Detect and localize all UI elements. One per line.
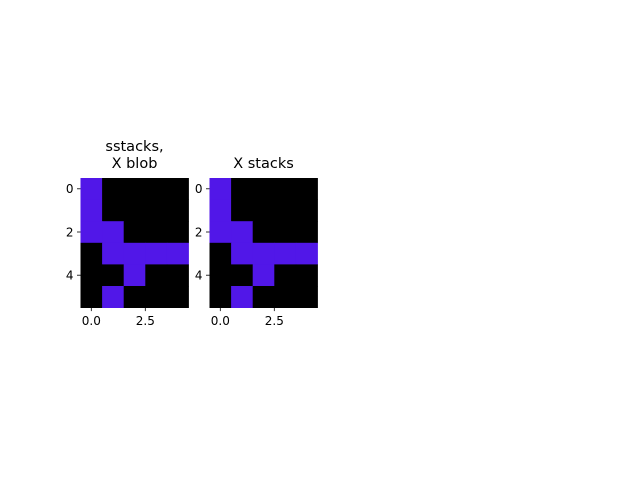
heatmap-cell-r2-c4 — [166, 221, 189, 244]
heatmap-cell-r5-c3 — [274, 286, 297, 308]
heatmap-cell-r3-c1 — [102, 242, 125, 265]
heatmap-cell-r1-c0 — [209, 199, 232, 222]
heatmap-cell-r3-c2 — [123, 242, 146, 265]
heatmap-cell-r0-c4 — [295, 178, 318, 200]
heatmap-cell-r1-c1 — [102, 199, 125, 222]
heatmap-cell-r3-c4 — [166, 242, 189, 265]
y-tick-label: 4 — [195, 269, 203, 283]
y-tick-label: 0 — [195, 182, 203, 196]
heatmap-cell-r0-c0 — [209, 178, 232, 200]
heatmap-panel-1: sstacks,X blob 0.0 2.5 0 2 4 — [66, 139, 189, 328]
x-tick-label: 0.0 — [82, 314, 101, 328]
heatmap-cell-r2-c2 — [252, 221, 275, 244]
heatmap-cell-r1-c2 — [252, 199, 275, 222]
heatmap-cell-r2-c2 — [123, 221, 146, 244]
heatmap-cell-r4-c3 — [145, 264, 168, 287]
heatmap-cell-r3-c0 — [80, 242, 103, 265]
heatmap-cell-r1-c4 — [295, 199, 318, 222]
heatmap-cell-r5-c2 — [123, 286, 146, 308]
panels: sstacks,X blob 0.0 2.5 0 2 4 X stacks 0.0 2.5 0 2 4 — [66, 139, 318, 328]
heatmap-cell-r4-c2 — [252, 264, 275, 287]
heatmap-cell-r4-c4 — [295, 264, 318, 287]
heatmap-cell-r1-c0 — [80, 199, 103, 222]
heatmap-cell-r5-c0 — [209, 286, 232, 308]
heatmap-cell-r0-c3 — [145, 178, 168, 200]
heatmap-cell-r5-c4 — [166, 286, 189, 308]
heatmap-cell-r0-c2 — [123, 178, 146, 200]
heatmap-panel-2: X stacks 0.0 2.5 0 2 4 — [195, 156, 318, 328]
x-tick-label: 2.5 — [265, 314, 284, 328]
heatmap-cell-r0-c3 — [274, 178, 297, 200]
heatmap-cell-r0-c2 — [252, 178, 275, 200]
y-tick-label: 4 — [66, 269, 74, 283]
heatmap-cell-r3-c0 — [209, 242, 232, 265]
heatmap-cell-r3-c1 — [231, 242, 254, 265]
heatmap-cell-r3-c3 — [274, 242, 297, 265]
heatmap-cell-r3-c4 — [295, 242, 318, 265]
heatmap-cell-r5-c3 — [145, 286, 168, 308]
heatmap-cell-r0-c0 — [80, 178, 103, 200]
x-tick-label: 0.0 — [211, 314, 230, 328]
y-tick-label: 2 — [66, 225, 74, 239]
heatmap-cell-r4-c1 — [102, 264, 125, 287]
heatmap-cell-r2-c1 — [102, 221, 125, 244]
heatmap-cell-r2-c3 — [145, 221, 168, 244]
heatmap-cell-r1-c3 — [145, 199, 168, 222]
heatmap-cell-r4-c0 — [80, 264, 103, 287]
y-tick-label: 2 — [195, 225, 203, 239]
heatmap-cell-r2-c4 — [295, 221, 318, 244]
panel-title-line-1: sstacks, — [105, 139, 163, 155]
heatmap-cell-r2-c0 — [209, 221, 232, 244]
heatmap-cell-r5-c4 — [295, 286, 318, 308]
heatmap-cell-r2-c0 — [80, 221, 103, 244]
heatmap-cell-r0-c4 — [166, 178, 189, 200]
heatmap-cell-r3-c3 — [145, 242, 168, 265]
heatmap-cell-r4-c0 — [209, 264, 232, 287]
heatmap-cell-r4-c1 — [231, 264, 254, 287]
y-tick-label: 0 — [66, 182, 74, 196]
panel-title-line-2: X blob — [112, 156, 158, 172]
heatmap-cell-r1-c2 — [123, 199, 146, 222]
heatmap-cell-r4-c3 — [274, 264, 297, 287]
heatmap-cell-r5-c1 — [231, 286, 254, 308]
heatmap-cell-r5-c1 — [102, 286, 125, 308]
heatmap-cell-r2-c3 — [274, 221, 297, 244]
heatmap-cell-r5-c0 — [80, 286, 103, 308]
heatmap-cell-r4-c4 — [166, 264, 189, 287]
heatmap-cell-r0-c1 — [231, 178, 254, 200]
heatmap-cell-r3-c2 — [252, 242, 275, 265]
panel-title-line-1: X stacks — [233, 156, 294, 172]
heatmap-cell-r2-c1 — [231, 221, 254, 244]
heatmap-cell-r4-c2 — [123, 264, 146, 287]
heatmap-cell-r0-c1 — [102, 178, 125, 200]
heatmap-cell-r1-c1 — [231, 199, 254, 222]
heatmap-cell-r1-c3 — [274, 199, 297, 222]
heatmap-cell-r5-c2 — [252, 286, 275, 308]
x-tick-label: 2.5 — [136, 314, 155, 328]
heatmap-cell-r1-c4 — [166, 199, 189, 222]
